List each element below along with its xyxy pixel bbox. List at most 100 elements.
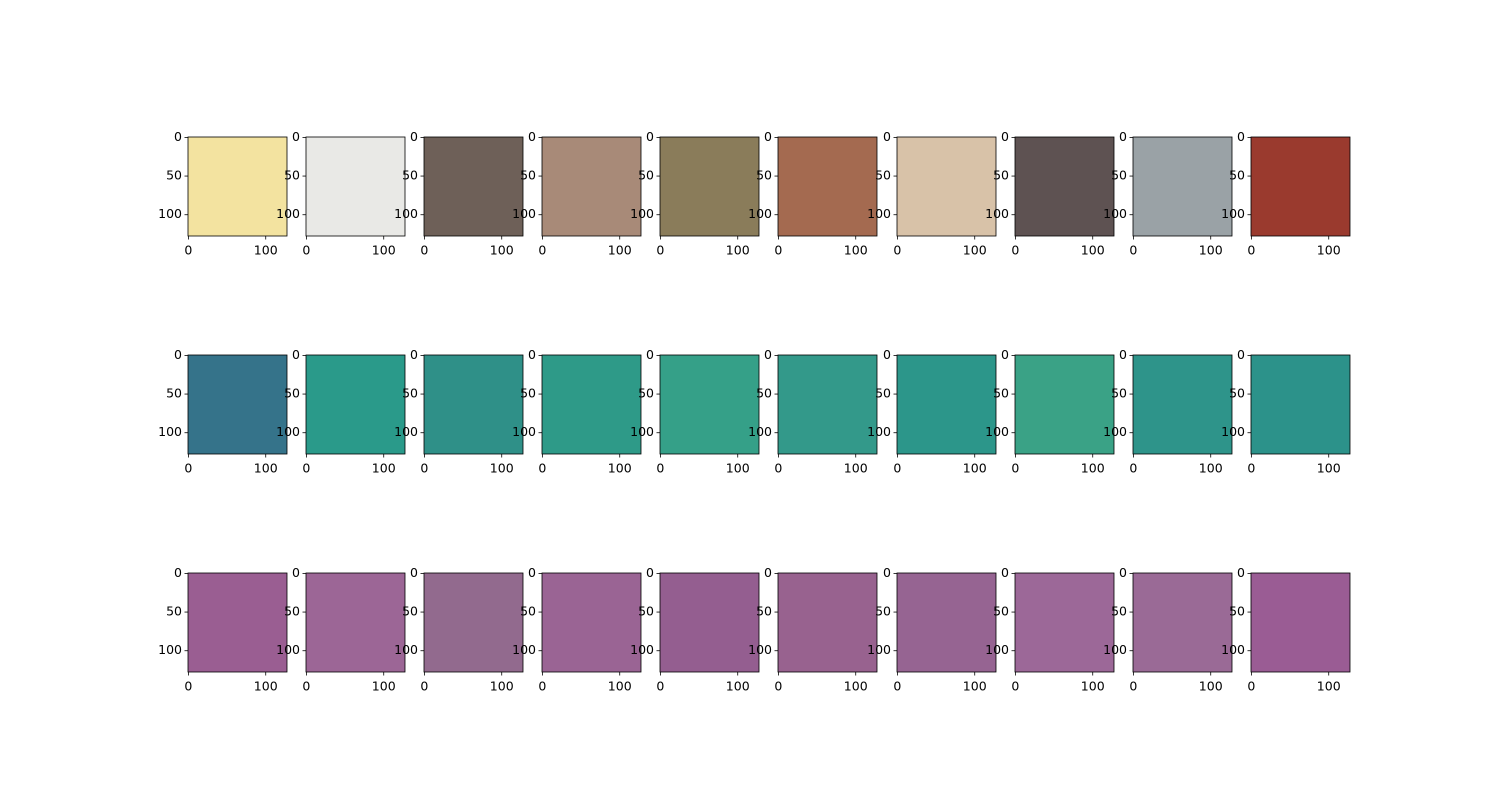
y-tick-label: 0 [1237, 565, 1245, 580]
x-tick-label: 0 [893, 461, 901, 476]
y-tick-label: 50 [402, 386, 418, 401]
image [1015, 573, 1114, 672]
y-tick-label: 50 [875, 386, 891, 401]
y-tick-label: 50 [520, 604, 536, 619]
y-tick-label: 50 [875, 604, 891, 619]
axes-frame [777, 354, 878, 455]
y-tick-label: 100 [512, 642, 536, 657]
image [188, 355, 287, 454]
x-tick-label: 100 [1081, 679, 1105, 694]
axes-frame [1250, 354, 1351, 455]
x-tick-label: 0 [302, 243, 310, 258]
axes-frame [659, 354, 760, 455]
axes-frame [423, 572, 524, 673]
axes-frame [305, 572, 406, 673]
x-tick-label: 0 [656, 461, 664, 476]
x-tick-label: 0 [1011, 243, 1019, 258]
y-tick-label: 50 [756, 168, 772, 183]
y-tick-label: 100 [1221, 424, 1245, 439]
x-tick-label: 0 [893, 679, 901, 694]
axes-frame [659, 572, 760, 673]
y-tick-label: 50 [1229, 604, 1245, 619]
axes-frame [305, 354, 406, 455]
y-tick-label: 100 [748, 424, 772, 439]
image [1251, 137, 1350, 236]
x-tick-label: 100 [963, 679, 987, 694]
x-tick-label: 0 [774, 461, 782, 476]
image [542, 355, 641, 454]
image [1015, 355, 1114, 454]
y-tick-label: 0 [764, 347, 772, 362]
axes-frame [1250, 136, 1351, 237]
y-tick-label: 0 [292, 565, 300, 580]
y-tick-label: 100 [867, 424, 891, 439]
x-tick-label: 0 [774, 679, 782, 694]
y-tick-label: 100 [1221, 206, 1245, 221]
axes-frame [1132, 354, 1233, 455]
x-tick-label: 100 [963, 243, 987, 258]
y-tick-label: 50 [756, 386, 772, 401]
y-tick-label: 0 [410, 129, 418, 144]
x-tick-label: 0 [656, 679, 664, 694]
axes-frame [423, 136, 524, 237]
x-tick-label: 100 [254, 461, 278, 476]
axes-frame [541, 572, 642, 673]
y-tick-label: 50 [756, 604, 772, 619]
y-tick-label: 0 [883, 565, 891, 580]
y-tick-label: 50 [520, 386, 536, 401]
y-tick-label: 100 [394, 206, 418, 221]
x-tick-label: 100 [963, 461, 987, 476]
y-tick-label: 50 [875, 168, 891, 183]
x-tick-label: 100 [608, 243, 632, 258]
y-tick-label: 0 [1001, 129, 1009, 144]
image [1015, 137, 1114, 236]
y-tick-label: 50 [520, 168, 536, 183]
x-tick-label: 0 [1247, 243, 1255, 258]
x-tick-label: 0 [1247, 679, 1255, 694]
axes-frame [541, 136, 642, 237]
x-tick-label: 100 [490, 243, 514, 258]
y-tick-label: 0 [174, 129, 182, 144]
axes-frame [1132, 572, 1233, 673]
axes-frame [659, 136, 760, 237]
y-tick-label: 50 [993, 168, 1009, 183]
y-tick-label: 0 [528, 347, 536, 362]
y-tick-label: 50 [284, 168, 300, 183]
image [542, 573, 641, 672]
y-tick-label: 0 [1119, 565, 1127, 580]
x-tick-label: 0 [302, 679, 310, 694]
y-tick-label: 100 [1103, 206, 1127, 221]
x-tick-label: 100 [490, 679, 514, 694]
y-tick-label: 0 [883, 347, 891, 362]
image [188, 137, 287, 236]
y-tick-label: 100 [1103, 424, 1127, 439]
axes-frame [896, 572, 997, 673]
x-tick-label: 100 [608, 461, 632, 476]
y-tick-label: 50 [638, 168, 654, 183]
axes-frame [423, 354, 524, 455]
x-tick-label: 0 [420, 679, 428, 694]
y-tick-label: 100 [748, 642, 772, 657]
axes-frame [1132, 136, 1233, 237]
axes-frame [1014, 572, 1115, 673]
y-tick-label: 100 [1221, 642, 1245, 657]
image [660, 355, 759, 454]
y-tick-label: 0 [1119, 347, 1127, 362]
x-tick-label: 0 [1247, 461, 1255, 476]
y-tick-label: 100 [867, 642, 891, 657]
image [1251, 573, 1350, 672]
axes-frame [305, 136, 406, 237]
y-tick-label: 0 [174, 565, 182, 580]
x-tick-label: 100 [254, 243, 278, 258]
y-tick-label: 100 [985, 424, 1009, 439]
axes-frame [187, 354, 288, 455]
y-tick-label: 100 [1103, 642, 1127, 657]
y-tick-label: 100 [985, 642, 1009, 657]
y-tick-label: 0 [174, 347, 182, 362]
x-tick-label: 0 [184, 243, 192, 258]
image [424, 137, 523, 236]
y-tick-label: 100 [158, 424, 182, 439]
x-tick-label: 100 [1199, 243, 1223, 258]
x-tick-label: 0 [656, 243, 664, 258]
